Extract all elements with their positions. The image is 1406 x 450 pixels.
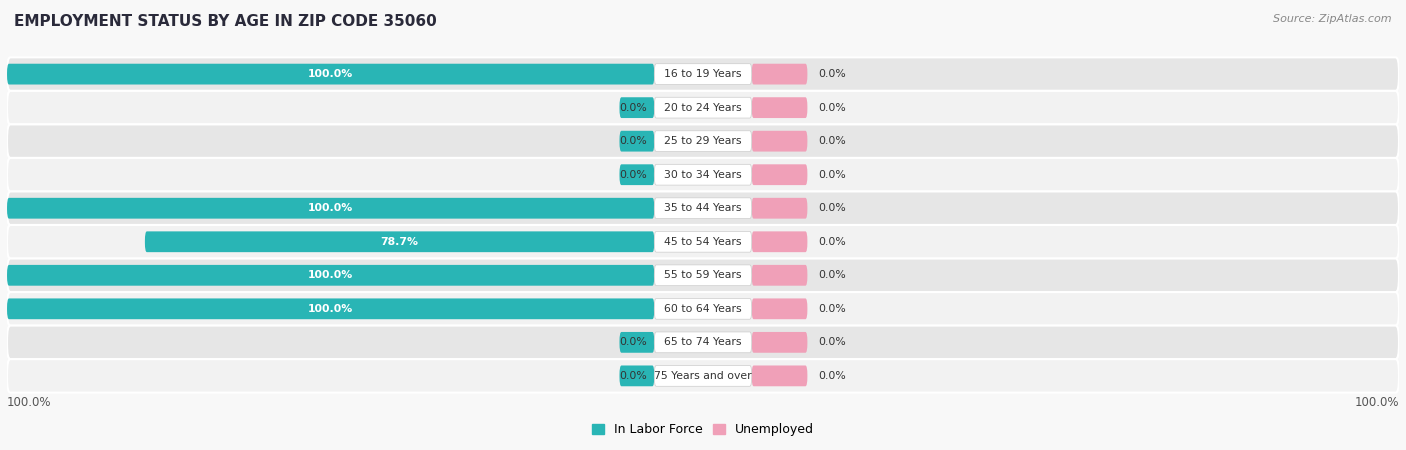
Text: 75 Years and over: 75 Years and over — [654, 371, 752, 381]
FancyBboxPatch shape — [7, 292, 1399, 326]
FancyBboxPatch shape — [654, 97, 752, 118]
FancyBboxPatch shape — [752, 97, 807, 118]
FancyBboxPatch shape — [654, 365, 752, 386]
Text: 100.0%: 100.0% — [308, 69, 353, 79]
Text: 0.0%: 0.0% — [818, 270, 845, 280]
FancyBboxPatch shape — [654, 164, 752, 185]
FancyBboxPatch shape — [145, 231, 654, 252]
FancyBboxPatch shape — [654, 198, 752, 219]
Text: 100.0%: 100.0% — [1354, 396, 1399, 409]
Text: 0.0%: 0.0% — [620, 371, 647, 381]
Text: 0.0%: 0.0% — [620, 136, 647, 146]
FancyBboxPatch shape — [7, 191, 1399, 225]
Text: 25 to 29 Years: 25 to 29 Years — [664, 136, 742, 146]
Text: 0.0%: 0.0% — [818, 203, 845, 213]
FancyBboxPatch shape — [620, 164, 654, 185]
Text: 0.0%: 0.0% — [818, 338, 845, 347]
Text: 0.0%: 0.0% — [818, 237, 845, 247]
Text: 0.0%: 0.0% — [818, 304, 845, 314]
Text: 35 to 44 Years: 35 to 44 Years — [664, 203, 742, 213]
Text: 0.0%: 0.0% — [818, 371, 845, 381]
FancyBboxPatch shape — [620, 332, 654, 353]
FancyBboxPatch shape — [752, 198, 807, 219]
Text: 78.7%: 78.7% — [381, 237, 419, 247]
Text: 0.0%: 0.0% — [818, 103, 845, 112]
Text: 0.0%: 0.0% — [818, 136, 845, 146]
FancyBboxPatch shape — [752, 231, 807, 252]
FancyBboxPatch shape — [7, 225, 1399, 259]
Text: 30 to 34 Years: 30 to 34 Years — [664, 170, 742, 180]
Text: EMPLOYMENT STATUS BY AGE IN ZIP CODE 35060: EMPLOYMENT STATUS BY AGE IN ZIP CODE 350… — [14, 14, 437, 28]
Text: 0.0%: 0.0% — [818, 170, 845, 180]
Text: 0.0%: 0.0% — [620, 170, 647, 180]
Text: 60 to 64 Years: 60 to 64 Years — [664, 304, 742, 314]
FancyBboxPatch shape — [7, 298, 654, 319]
Text: Source: ZipAtlas.com: Source: ZipAtlas.com — [1274, 14, 1392, 23]
FancyBboxPatch shape — [7, 158, 1399, 191]
FancyBboxPatch shape — [752, 298, 807, 319]
FancyBboxPatch shape — [620, 131, 654, 152]
Text: 16 to 19 Years: 16 to 19 Years — [664, 69, 742, 79]
FancyBboxPatch shape — [752, 365, 807, 386]
Text: 100.0%: 100.0% — [308, 304, 353, 314]
Text: 0.0%: 0.0% — [818, 69, 845, 79]
FancyBboxPatch shape — [654, 332, 752, 353]
Text: 20 to 24 Years: 20 to 24 Years — [664, 103, 742, 112]
Text: 100.0%: 100.0% — [7, 396, 52, 409]
FancyBboxPatch shape — [752, 164, 807, 185]
FancyBboxPatch shape — [7, 57, 1399, 91]
Text: 0.0%: 0.0% — [620, 103, 647, 112]
FancyBboxPatch shape — [7, 198, 654, 219]
Text: 100.0%: 100.0% — [308, 270, 353, 280]
FancyBboxPatch shape — [654, 265, 752, 286]
FancyBboxPatch shape — [752, 64, 807, 85]
FancyBboxPatch shape — [7, 359, 1399, 393]
FancyBboxPatch shape — [7, 259, 1399, 292]
FancyBboxPatch shape — [620, 365, 654, 386]
FancyBboxPatch shape — [7, 326, 1399, 359]
FancyBboxPatch shape — [752, 265, 807, 286]
FancyBboxPatch shape — [752, 332, 807, 353]
Text: 0.0%: 0.0% — [620, 338, 647, 347]
FancyBboxPatch shape — [654, 131, 752, 152]
Legend: In Labor Force, Unemployed: In Labor Force, Unemployed — [586, 418, 820, 441]
FancyBboxPatch shape — [752, 131, 807, 152]
FancyBboxPatch shape — [7, 265, 654, 286]
Text: 100.0%: 100.0% — [308, 203, 353, 213]
FancyBboxPatch shape — [7, 124, 1399, 158]
Text: 45 to 54 Years: 45 to 54 Years — [664, 237, 742, 247]
Text: 65 to 74 Years: 65 to 74 Years — [664, 338, 742, 347]
Text: 55 to 59 Years: 55 to 59 Years — [664, 270, 742, 280]
FancyBboxPatch shape — [654, 298, 752, 319]
FancyBboxPatch shape — [654, 231, 752, 252]
FancyBboxPatch shape — [7, 64, 654, 85]
FancyBboxPatch shape — [654, 64, 752, 85]
FancyBboxPatch shape — [620, 97, 654, 118]
FancyBboxPatch shape — [7, 91, 1399, 124]
